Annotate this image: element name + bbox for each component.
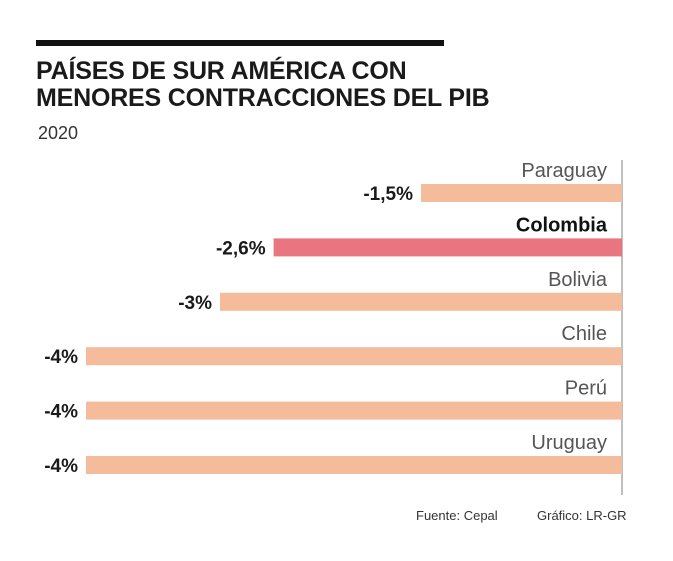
value-label: -1,5% xyxy=(363,184,413,205)
value-label: -4% xyxy=(44,402,78,423)
category-label: Colombia xyxy=(516,214,608,236)
category-label: Uruguay xyxy=(531,432,607,454)
value-label: -4% xyxy=(44,456,78,477)
value-label: -2,6% xyxy=(216,238,266,259)
value-label: -4% xyxy=(44,347,78,368)
category-label: Chile xyxy=(561,323,607,345)
bar xyxy=(86,347,622,366)
chart-subtitle: 2020 xyxy=(38,123,79,143)
bar xyxy=(86,401,622,420)
category-label: Paraguay xyxy=(521,160,607,182)
bar xyxy=(273,238,622,257)
category-label: Bolivia xyxy=(548,269,608,291)
bar xyxy=(421,184,622,202)
source-note: Fuente: Cepal xyxy=(416,508,498,523)
bar xyxy=(220,292,622,311)
category-label: Perú xyxy=(565,378,607,400)
credit-note: Gráfico: LR-GR xyxy=(537,508,627,523)
value-label: -3% xyxy=(178,293,212,314)
top-rule xyxy=(36,40,444,46)
chart-title: PAÍSES DE SUR AMÉRICA CON MENORES CONTRA… xyxy=(36,57,490,112)
bar xyxy=(86,456,622,474)
